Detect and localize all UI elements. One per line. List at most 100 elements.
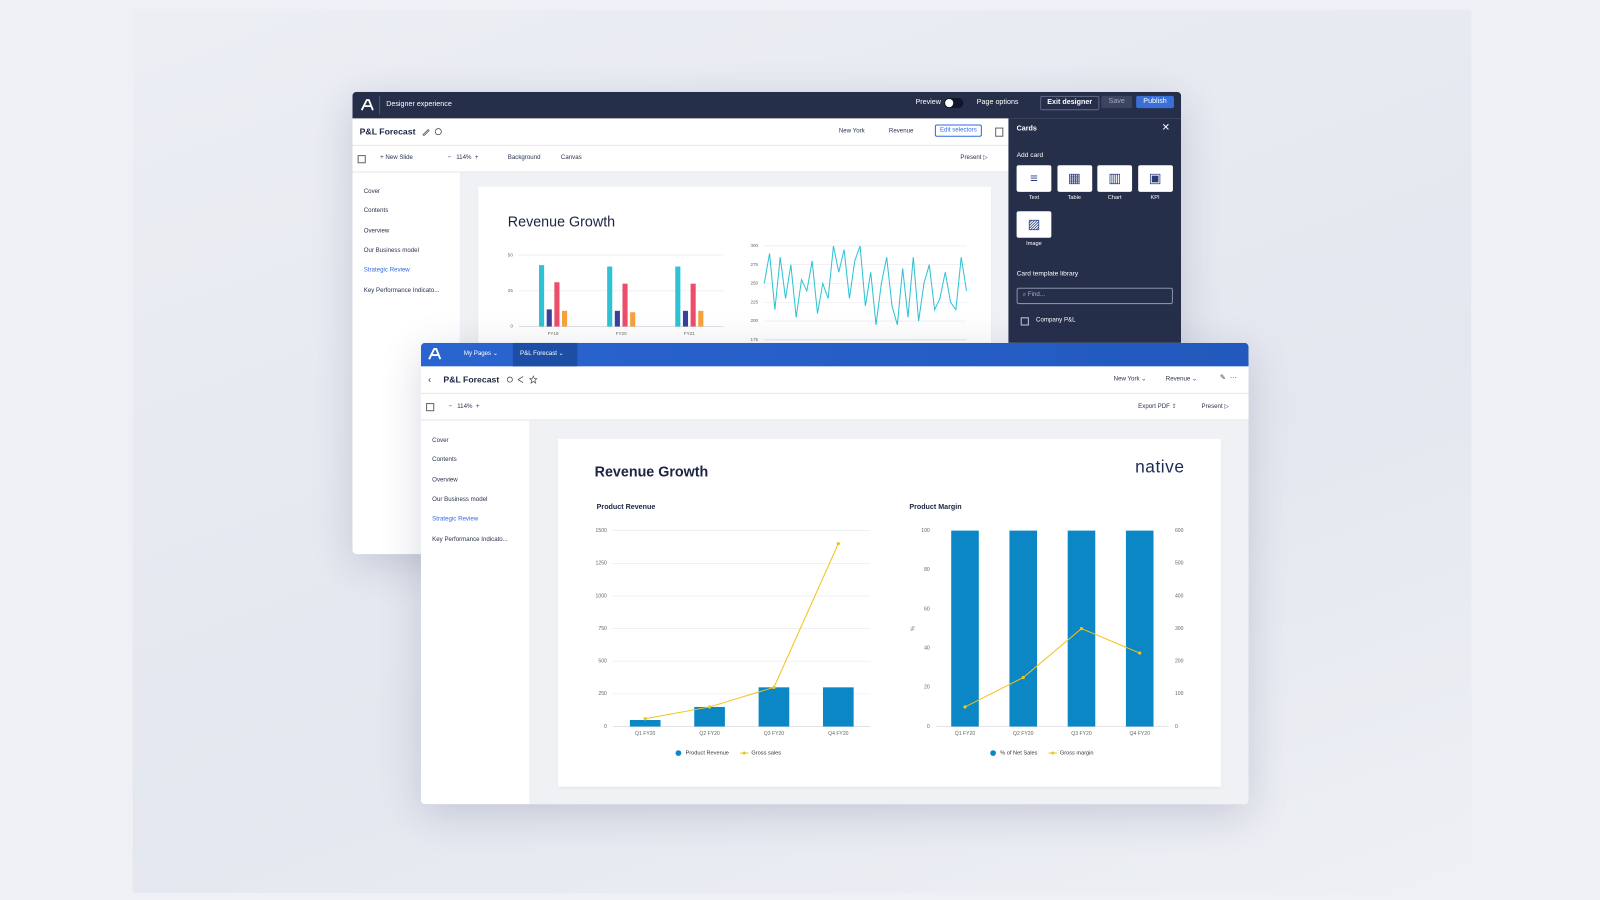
cards-title: Cards — [1016, 125, 1037, 133]
title-icons — [422, 128, 442, 136]
search-placeholder: ⌕ Find... — [1022, 291, 1045, 298]
nav-item[interactable]: Overview — [363, 228, 390, 235]
panel-icon — [995, 127, 1004, 137]
viewer-window: My Pages ⌄ P&L Forecast ⌄ ‹ P&L Forecast… — [420, 342, 1249, 805]
card-label: Text — [1028, 194, 1040, 202]
y-tick-label: 225 — [750, 299, 758, 304]
card-tile[interactable]: ▥ — [1097, 165, 1133, 192]
grid-icon — [1020, 317, 1029, 326]
nav-item[interactable]: Overview — [432, 477, 458, 484]
tab[interactable]: P&L Forecast ⌄ — [520, 351, 564, 358]
y-tick-label: 275 — [750, 262, 758, 267]
selector[interactable]: New York ⌄ — [1113, 376, 1147, 383]
bar — [607, 266, 613, 327]
edit-icon[interactable]: ✎ ··· — [1219, 374, 1238, 382]
search-box[interactable] — [1016, 287, 1173, 305]
nav-item[interactable]: Our Business model — [363, 247, 419, 254]
y-tick-label: 200 — [750, 318, 758, 323]
nav-item[interactable]: Contents — [363, 208, 389, 215]
bar — [614, 310, 620, 327]
save-button[interactable]: Save — [1101, 95, 1133, 109]
bar — [546, 309, 552, 327]
nav-item[interactable]: Our Business model — [432, 496, 488, 503]
present-label: Present — [1201, 404, 1223, 411]
selector[interactable]: Revenue — [888, 128, 914, 135]
exit-designer-button[interactable]: Exit designer — [1040, 95, 1100, 111]
nav-item[interactable]: Cover — [432, 437, 449, 444]
x-tick-label: FY19 — [548, 331, 559, 336]
selector-label: Revenue — [1165, 376, 1191, 383]
nav-item[interactable]: Strategic Review — [363, 267, 410, 274]
preview-toggle[interactable] — [944, 97, 964, 109]
nav-item[interactable]: Strategic Review — [432, 516, 479, 523]
slide — [557, 438, 1221, 787]
x-tick-label: FY20 — [616, 331, 627, 336]
card-label: KPI — [1150, 194, 1160, 202]
background[interactable]: Background — [507, 155, 541, 162]
slide-title: Revenue Growth — [507, 213, 616, 230]
logo — [360, 99, 374, 111]
nav-item[interactable]: Cover — [363, 188, 381, 195]
x-tick-label: FY21 — [684, 331, 695, 336]
viewer-header — [420, 342, 1249, 367]
nav-item[interactable]: Key Performance Indicato... — [432, 536, 508, 543]
present[interactable]: Present ▷ — [1201, 404, 1230, 411]
bar — [562, 310, 568, 327]
zoom: − 114% + — [448, 404, 480, 411]
bar — [539, 265, 545, 327]
bar — [554, 282, 560, 327]
nav-item[interactable]: Key Performance Indicato... — [363, 287, 440, 294]
zoom: − 114% + — [447, 155, 479, 162]
divider — [420, 392, 1249, 394]
y-tick-label: 250 — [750, 281, 758, 286]
library-item[interactable]: Company P&L — [1036, 317, 1076, 324]
divider — [352, 171, 1009, 173]
selector[interactable]: New York — [838, 128, 865, 135]
tab-label: My Pages — [463, 351, 492, 358]
back-icon[interactable]: ‹ — [428, 374, 432, 385]
close-icon[interactable]: ✕ — [1161, 122, 1171, 134]
search-text: Find... — [1027, 291, 1045, 298]
logo — [428, 348, 442, 360]
bar — [682, 310, 689, 327]
selector-label: New York — [1113, 376, 1140, 383]
canvas[interactable]: Canvas — [560, 155, 582, 162]
tab-label: P&L Forecast — [520, 351, 557, 358]
export-label: Export PDF — [1138, 404, 1170, 411]
page-title: P&L Forecast — [443, 374, 500, 385]
title-icons — [506, 375, 538, 384]
divider — [420, 419, 1249, 421]
edit-selectors[interactable]: Edit selectors — [934, 124, 982, 137]
bar — [690, 283, 696, 327]
card-tile[interactable]: ≡ — [1016, 165, 1052, 192]
tab[interactable]: My Pages ⌄ — [463, 351, 498, 358]
bar — [675, 266, 681, 327]
publish-button[interactable]: Publish — [1136, 95, 1174, 109]
card-label: Image — [1026, 240, 1042, 247]
card-label: Chart — [1107, 194, 1122, 202]
y-tick-label: 50 — [508, 252, 514, 257]
divider — [352, 144, 1009, 146]
new-slide-label: New Slide — [385, 155, 413, 162]
slide-title: Revenue Growth — [594, 463, 709, 480]
new-slide[interactable]: + New Slide — [380, 155, 413, 162]
card-tile[interactable]: ▦ — [1056, 165, 1092, 192]
selector[interactable]: Revenue ⌄ — [1165, 376, 1198, 383]
library-title: Card template library — [1016, 270, 1079, 278]
preview-label: Preview — [915, 98, 941, 107]
active-tab[interactable] — [512, 342, 578, 367]
page-options[interactable]: Page options — [976, 98, 1019, 107]
y-tick-label: 0 — [510, 324, 513, 329]
nav-item[interactable]: Contents — [432, 457, 457, 464]
export-pdf[interactable]: Export PDF ⇪ — [1138, 404, 1177, 411]
present-label: Present — [960, 155, 982, 162]
card-tile[interactable]: ▣ — [1137, 165, 1173, 192]
zoom-value: 114% — [456, 155, 472, 162]
card-tile[interactable]: ▨ — [1016, 211, 1052, 238]
y-tick-label: 175 — [750, 337, 758, 342]
present[interactable]: Present ▷ — [960, 155, 988, 162]
bar — [698, 310, 704, 327]
